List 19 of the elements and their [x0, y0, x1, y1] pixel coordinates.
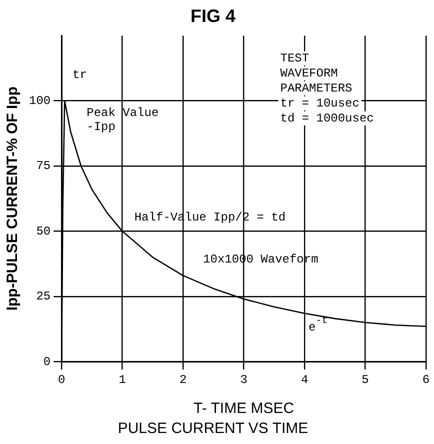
- x-axis-title: T- TIME MSEC: [194, 400, 294, 418]
- x-tick-label: 1: [118, 372, 126, 387]
- x-tick-label: 0: [58, 372, 66, 387]
- text: PULSE CURRENT VS TIME: [118, 420, 308, 438]
- x-tick-label: 3: [240, 372, 248, 387]
- annotation: TEST WAVEFORM PARAMETERS tr = 10usec td = 1000usec: [280, 52, 374, 126]
- annotation: Peak Value -Ipp: [86, 106, 159, 134]
- chart-title: FIG 4: [190, 6, 236, 26]
- y-tick-label: 100: [28, 94, 51, 108]
- x-tick-label: 6: [422, 372, 430, 387]
- y-axis-title: Ipp-PULSE CURRENT-% OF Ipp: [4, 86, 22, 311]
- x-tick-label: 5: [362, 372, 369, 387]
- annotation: tr: [72, 68, 87, 82]
- x-tick-label: 4: [300, 372, 308, 387]
- y-tick-label: 0: [43, 354, 51, 369]
- y-tick-label: 25: [36, 290, 51, 304]
- x-tick-label: 2: [179, 372, 187, 387]
- y-tick-label: 50: [36, 224, 51, 238]
- y-tick-label: 75: [36, 159, 51, 174]
